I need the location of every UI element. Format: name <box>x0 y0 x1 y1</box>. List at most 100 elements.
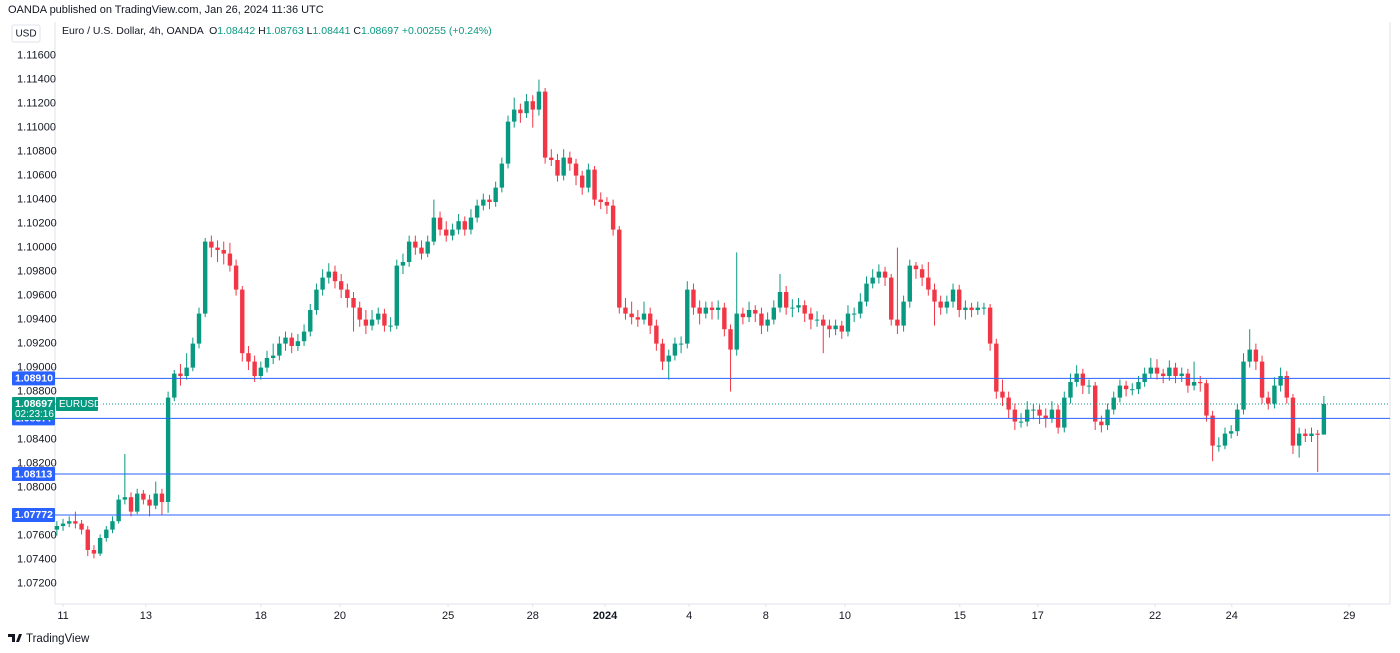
candle-body <box>580 175 585 188</box>
x-tick-label: 29 <box>1343 610 1355 622</box>
y-tick-label: 1.09200 <box>17 338 57 350</box>
candle-body <box>901 301 906 326</box>
candle-body <box>1012 409 1018 422</box>
candle-body <box>1266 397 1271 404</box>
candle-body <box>1111 397 1116 410</box>
candle-body <box>1130 389 1135 391</box>
candle-body <box>1136 382 1141 390</box>
change: +0.00255 (+0.24%) <box>401 25 492 37</box>
candle-body <box>1105 409 1110 426</box>
candle-body <box>1160 373 1166 376</box>
candle-body <box>481 199 486 206</box>
candle-body <box>919 269 925 278</box>
candle-body <box>1309 433 1314 436</box>
candle-body <box>926 277 931 290</box>
candle-body <box>456 221 461 230</box>
candle-body <box>703 307 709 314</box>
level-label-bg <box>12 371 55 386</box>
candle-body <box>413 241 418 248</box>
candle-body <box>301 331 307 342</box>
candle-body <box>814 319 820 321</box>
ohlc-value: 1.08442 <box>217 25 256 37</box>
candle-body <box>740 313 746 318</box>
candle-body <box>678 343 684 345</box>
candle-body <box>1099 421 1104 426</box>
x-tick-label: 4 <box>686 610 692 622</box>
candle-body <box>1241 361 1246 410</box>
x-tick-label: 11 <box>57 610 68 622</box>
candle-body <box>308 310 313 332</box>
candle-body <box>610 205 616 230</box>
x-tick-label: 28 <box>527 610 539 622</box>
x-tick-label: 22 <box>1149 610 1161 622</box>
candle-body <box>722 307 727 330</box>
candle-body <box>1006 397 1011 410</box>
candle-body <box>598 199 603 202</box>
candle-body <box>264 358 270 368</box>
candle-body <box>932 289 937 302</box>
candle-body <box>437 217 443 230</box>
candle-body <box>1154 367 1160 374</box>
candle-body <box>530 101 535 110</box>
x-tick-label: 10 <box>839 610 851 622</box>
candle-body <box>128 497 134 512</box>
candle-body <box>1198 382 1203 384</box>
candle-body <box>864 283 869 302</box>
candle-body <box>1315 433 1320 435</box>
candle-body <box>147 499 152 506</box>
candle-body <box>376 313 381 320</box>
candle-body <box>320 277 325 290</box>
candle-body <box>104 529 109 538</box>
candle-body <box>338 281 344 290</box>
candle-body <box>858 301 863 314</box>
candle-body <box>159 493 165 502</box>
candle-body <box>1173 367 1178 376</box>
candle-body <box>1179 373 1184 376</box>
publish-header: OANDA published on TradingView.com, Jan … <box>8 4 324 16</box>
candle-body <box>994 343 999 392</box>
candle-body <box>1216 445 1221 447</box>
y-tick-label: 1.09000 <box>17 362 57 374</box>
candle-body <box>1092 385 1098 422</box>
candle-body <box>431 217 437 242</box>
candle-body <box>895 319 900 326</box>
candle-body <box>518 109 523 114</box>
candle-body <box>60 523 66 526</box>
candle-body <box>1074 373 1079 382</box>
candle-body <box>1142 373 1147 382</box>
candle-body <box>295 341 301 346</box>
ohlc-value: 1.08763 <box>265 25 304 37</box>
candle-body <box>1080 373 1086 386</box>
candle-body <box>604 202 610 206</box>
x-tick-label: 13 <box>140 610 152 622</box>
candle-body <box>821 319 826 326</box>
y-tick-label: 1.07600 <box>17 530 57 542</box>
candle-body <box>691 289 696 308</box>
candle-body <box>91 550 97 554</box>
candle-body <box>1117 385 1123 398</box>
x-tick-label: 17 <box>1032 610 1044 622</box>
candle-body <box>487 199 492 202</box>
candle-body <box>827 325 832 330</box>
last-price-bg <box>12 396 55 420</box>
candle-body <box>950 289 956 302</box>
candle-body <box>202 241 208 314</box>
candle-body <box>734 313 739 350</box>
candle-body <box>549 157 554 160</box>
candle-body <box>1123 385 1129 390</box>
candle-body <box>1228 431 1234 434</box>
candle-body <box>233 265 239 290</box>
ohlc-letter: L <box>306 25 313 37</box>
x-tick-label: 24 <box>1226 610 1238 622</box>
candle-body <box>586 169 591 188</box>
candle-body <box>876 271 882 278</box>
candle-body <box>907 265 912 302</box>
candle-body <box>400 262 406 266</box>
candle-body <box>1290 397 1296 446</box>
candle-body <box>635 317 641 320</box>
countdown: 02:23:16 <box>15 409 54 420</box>
candle-body <box>1086 385 1092 387</box>
candle-body <box>808 313 814 320</box>
